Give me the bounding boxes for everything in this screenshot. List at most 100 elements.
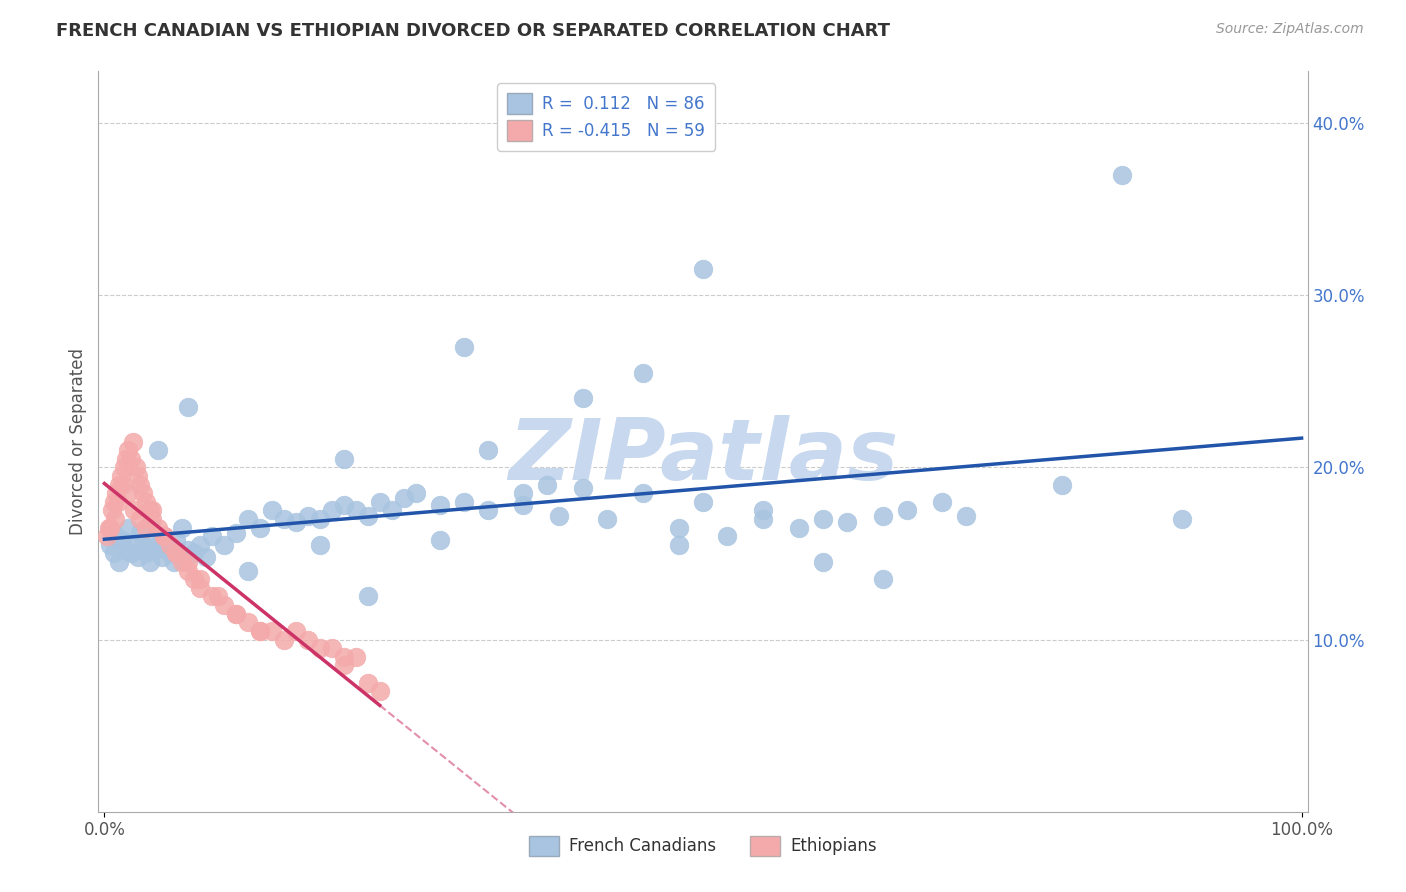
Point [212, 538, 235, 552]
Point [381, 503, 404, 517]
Point [165, 533, 187, 547]
Point [931, 495, 953, 509]
Point [100, 521, 122, 535]
Point [177, 400, 200, 414]
Point [139, 555, 162, 569]
Point [165, 546, 187, 560]
Point [183, 572, 205, 586]
Point [368, 684, 391, 698]
Point [692, 495, 714, 509]
Text: Source: ZipAtlas.com: Source: ZipAtlas.com [1216, 22, 1364, 37]
Point [111, 533, 134, 547]
Point [98, 521, 121, 535]
Point [357, 508, 380, 523]
Point [207, 590, 229, 604]
Point [105, 529, 128, 543]
Point [631, 366, 654, 380]
Point [159, 546, 181, 560]
Point [135, 495, 157, 509]
Point [127, 549, 149, 564]
Point [333, 658, 356, 673]
Point [284, 624, 307, 638]
Point [692, 262, 714, 277]
Point [107, 555, 129, 569]
Point [177, 555, 200, 569]
Point [453, 340, 475, 354]
Point [309, 538, 332, 552]
Point [249, 624, 271, 638]
Point [124, 503, 146, 517]
Point [141, 533, 163, 547]
Point [392, 491, 415, 506]
Point [572, 392, 595, 406]
Point [183, 546, 205, 560]
Point [284, 516, 307, 530]
Point [139, 503, 162, 517]
Point [110, 469, 132, 483]
Point [368, 495, 391, 509]
Point [129, 477, 152, 491]
Legend: French Canadians, Ethiopians: French Canadians, Ethiopians [523, 829, 883, 863]
Point [572, 481, 595, 495]
Point [111, 477, 134, 491]
Point [129, 512, 152, 526]
Point [273, 512, 295, 526]
Point [163, 555, 186, 569]
Point [127, 469, 149, 483]
Point [260, 503, 283, 517]
Point [115, 543, 138, 558]
Point [100, 503, 122, 517]
Point [117, 443, 139, 458]
Point [104, 512, 127, 526]
Point [955, 508, 977, 523]
Point [201, 590, 224, 604]
Point [143, 543, 166, 558]
Point [477, 443, 499, 458]
Point [117, 521, 139, 535]
Point [117, 486, 139, 500]
Point [135, 546, 157, 560]
Point [787, 521, 810, 535]
Point [548, 508, 571, 523]
Point [107, 495, 129, 509]
Point [1171, 512, 1194, 526]
Point [201, 529, 224, 543]
Point [120, 546, 142, 560]
Point [896, 503, 918, 517]
Point [249, 521, 271, 535]
Point [148, 521, 170, 535]
Point [333, 649, 356, 664]
Point [273, 632, 295, 647]
Point [297, 632, 319, 647]
Point [811, 512, 834, 526]
Point [668, 538, 690, 552]
Point [309, 641, 332, 656]
Point [188, 581, 211, 595]
Point [236, 564, 259, 578]
Point [153, 529, 176, 543]
Point [122, 434, 145, 449]
Point [321, 641, 343, 656]
Point [177, 564, 200, 578]
Point [212, 598, 235, 612]
Point [132, 486, 155, 500]
Point [477, 503, 499, 517]
Point [107, 477, 129, 491]
Point [716, 529, 738, 543]
Point [124, 538, 146, 552]
Point [153, 529, 176, 543]
Point [357, 590, 380, 604]
Point [188, 538, 211, 552]
Point [752, 512, 775, 526]
Point [225, 607, 247, 621]
Point [195, 549, 218, 564]
Point [115, 451, 138, 466]
Point [236, 615, 259, 630]
Point [103, 546, 125, 560]
Point [321, 503, 343, 517]
Point [536, 477, 558, 491]
Point [752, 503, 775, 517]
Point [835, 516, 858, 530]
Point [236, 512, 259, 526]
Point [249, 624, 271, 638]
